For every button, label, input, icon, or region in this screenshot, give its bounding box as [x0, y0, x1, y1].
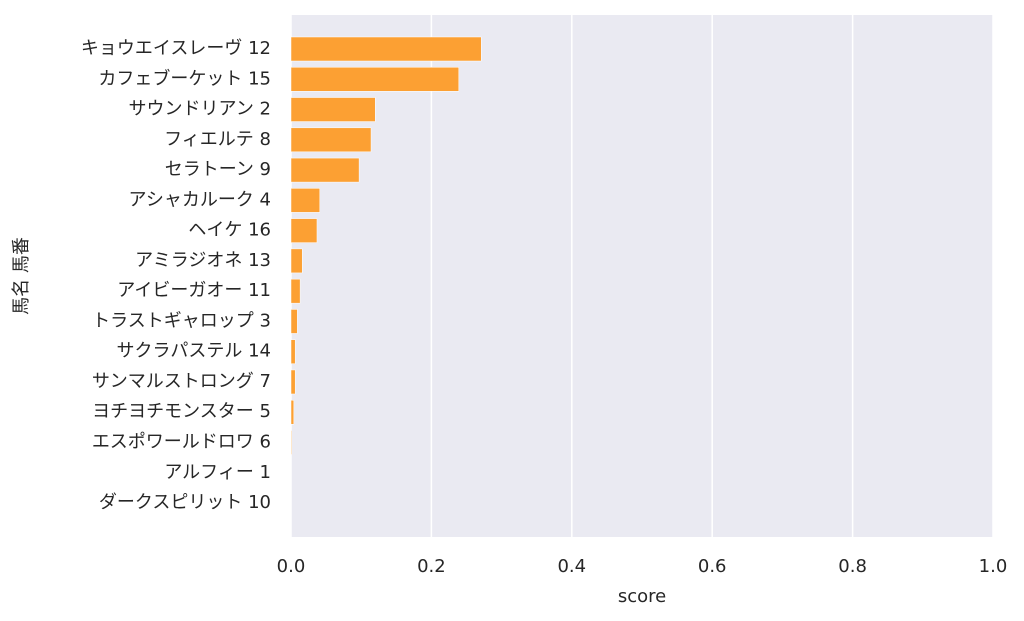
- y-tick-label: ダークスピリット 10: [99, 492, 271, 513]
- bar: [290, 67, 460, 92]
- bar: [290, 36, 482, 62]
- bar: [290, 278, 301, 304]
- y-tick-label: サウンドリアン 2: [129, 99, 271, 120]
- bar: [290, 248, 303, 274]
- bar: [290, 188, 321, 213]
- y-tick-label: フィエルテ 8: [164, 129, 271, 150]
- bar: [290, 157, 360, 183]
- y-tick-label: ヘイケ 16: [188, 220, 271, 241]
- y-tick-label: アシャカルーク 4: [129, 189, 271, 210]
- y-tick-label: アルフィー 1: [164, 462, 271, 483]
- bar: [290, 399, 295, 425]
- y-tick-label: サンマルストロング 7: [92, 371, 271, 392]
- x-tick-label: 0.6: [698, 556, 727, 577]
- x-tick-label: 0.8: [838, 556, 867, 577]
- y-tick-label: ヨチヨチモンスター 5: [92, 401, 271, 422]
- bar: [290, 339, 296, 364]
- y-tick-label: エスポワールドロワ 6: [92, 432, 271, 453]
- bar: [290, 369, 296, 395]
- bar: [290, 127, 372, 153]
- plot-area: [291, 15, 993, 537]
- bar: [290, 97, 376, 122]
- x-tick-label: 0.0: [277, 556, 306, 577]
- y-tick-label: カフェブーケット 15: [98, 67, 271, 89]
- y-tick-label: アミラジオネ 13: [135, 250, 271, 271]
- y-tick-label: キョウエイスレーヴ 12: [81, 38, 271, 59]
- bar: [290, 430, 292, 455]
- y-tick-label: トラストギャロップ 3: [92, 310, 271, 331]
- bar: [290, 309, 298, 334]
- y-axis-label: 馬名 馬番: [11, 237, 32, 315]
- x-tick-label: 0.2: [417, 556, 446, 577]
- x-axis-label: score: [618, 586, 666, 607]
- y-tick-label: アイビーガオー 11: [117, 280, 271, 301]
- bar: [290, 218, 318, 243]
- x-tick-label: 1.0: [979, 556, 1008, 577]
- x-tick-label: 0.4: [557, 556, 586, 577]
- y-tick-label: サクラパステル 14: [117, 341, 271, 362]
- y-tick-label: セラトーン 9: [165, 159, 271, 180]
